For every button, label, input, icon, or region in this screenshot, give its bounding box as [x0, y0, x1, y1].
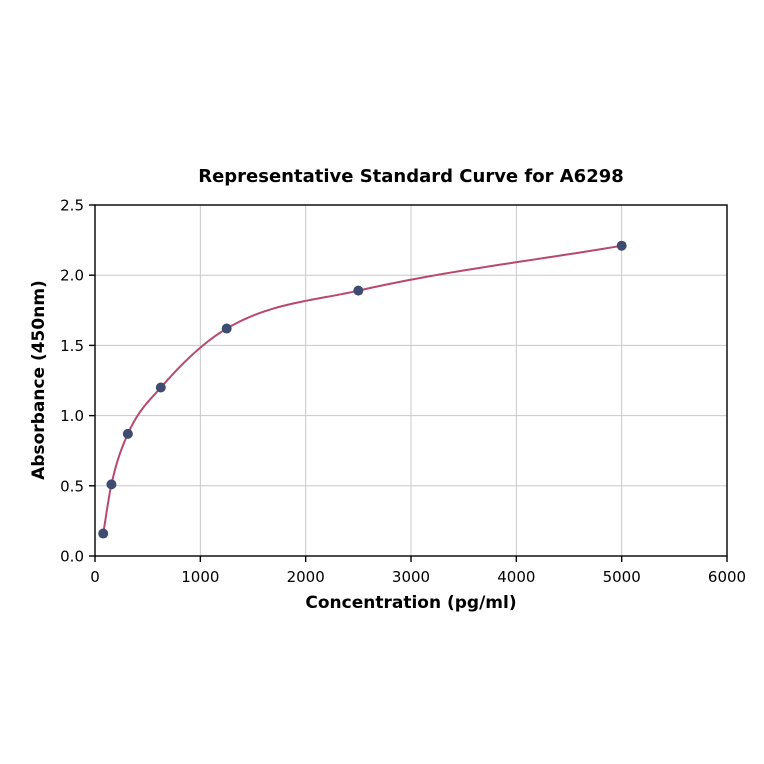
- y-tick-label: 1.5: [60, 337, 84, 355]
- x-tick-label: 2000: [287, 568, 325, 586]
- axes-layer: 0 1000 2000 3000 4000 5000 6000 0.0 0.5 1.0 1.5 2.0…: [60, 197, 746, 587]
- data-point: [155, 382, 166, 393]
- grid-layer: [94, 204, 728, 557]
- y-tick-label: 0.0: [60, 548, 84, 566]
- y-axis-label: Absorbance (450nm): [29, 280, 49, 480]
- series-layer: [98, 240, 627, 539]
- data-point: [122, 428, 133, 439]
- y-tick-label: 2.5: [60, 197, 84, 215]
- data-point: [106, 479, 117, 490]
- y-tick-label: 0.5: [60, 477, 84, 495]
- chart-title: Representative Standard Curve for A6298: [198, 166, 624, 187]
- x-tick-label: 3000: [392, 568, 430, 586]
- data-point: [98, 528, 109, 539]
- data-point: [353, 285, 364, 296]
- data-point: [221, 323, 232, 334]
- y-tick-label: 1.0: [60, 407, 84, 425]
- y-tick-label: 2.0: [60, 267, 84, 285]
- data-point: [616, 240, 627, 251]
- x-tick-label: 5000: [603, 568, 641, 586]
- x-axis-label: Concentration (pg/ml): [305, 593, 516, 613]
- x-tick-label: 4000: [497, 568, 535, 586]
- x-tick-label: 1000: [181, 568, 219, 586]
- x-tick-label: 0: [90, 568, 100, 586]
- x-tick-label: 6000: [708, 568, 746, 586]
